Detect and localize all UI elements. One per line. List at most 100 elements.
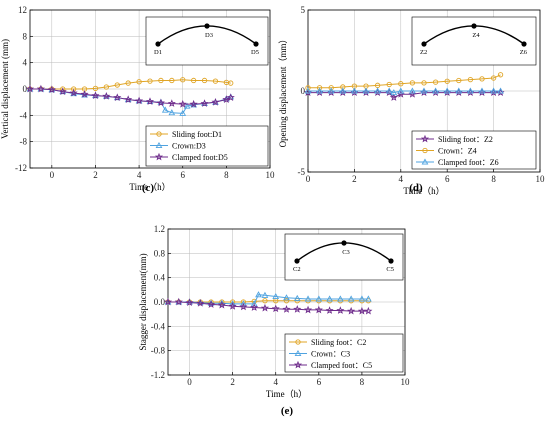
data-point: [260, 303, 269, 312]
data-point: [190, 77, 197, 84]
panel-0: 0 2 4 6 8 10 -12 -8 -4 0 4 8 12 Time（h） Vertical displ…: [0, 5, 275, 194]
data-point: [58, 87, 67, 96]
legend-label: Crown：C3: [311, 350, 350, 359]
data-point: [169, 77, 175, 84]
data-point: [168, 109, 176, 116]
data-point: [211, 97, 220, 106]
data-point: [200, 99, 209, 107]
data-point: [398, 81, 404, 87]
legend-box: [411, 130, 537, 170]
data-point: [316, 87, 323, 94]
data-point: [365, 295, 372, 302]
data-point: [189, 99, 198, 108]
data-point: [239, 302, 248, 311]
series-line: [308, 90, 501, 94]
arch-node-crown: [341, 240, 347, 246]
data-point: [304, 87, 312, 94]
data-point: [467, 77, 474, 83]
x-tick-label: 8: [360, 377, 365, 387]
data-point: [102, 92, 111, 100]
legend-marker: [154, 152, 164, 161]
series-2: [163, 297, 373, 315]
data-point: [409, 87, 416, 94]
legend-marker: [422, 147, 428, 154]
data-point: [69, 88, 78, 97]
data-point: [347, 306, 356, 315]
data-point: [327, 87, 335, 94]
data-point: [282, 305, 291, 313]
data-point: [272, 292, 280, 300]
data-point: [443, 87, 451, 94]
data-point: [336, 306, 345, 314]
data-point: [271, 304, 280, 313]
data-point: [147, 78, 153, 84]
data-point: [261, 291, 269, 298]
x-axis-label: Time（h）: [403, 186, 444, 196]
data-point: [358, 295, 366, 302]
x-tick-label: 6: [180, 170, 185, 180]
data-point: [183, 102, 191, 109]
data-point: [196, 298, 205, 307]
data-point: [228, 80, 234, 86]
arch-label-crown: Z4: [472, 32, 480, 39]
arch-node-left: [421, 41, 427, 47]
x-tick-label: 8: [224, 170, 229, 180]
data-point: [226, 93, 235, 101]
data-point: [479, 76, 485, 82]
data-point: [185, 298, 194, 307]
data-point: [179, 109, 187, 116]
arch-node-right: [253, 41, 259, 47]
data-point: [262, 298, 268, 304]
data-point: [351, 87, 358, 94]
data-point: [389, 93, 398, 101]
data-point: [207, 300, 216, 308]
data-point: [161, 106, 169, 113]
y-tick-label: 1.2: [154, 224, 165, 234]
x-tick-label: 10: [401, 377, 411, 387]
arch-node-left: [155, 41, 161, 47]
arch-label-left: Z2: [420, 49, 427, 56]
data-point: [47, 85, 56, 94]
x-axis-label: Time（h）: [129, 182, 170, 192]
data-point: [347, 295, 355, 302]
data-point: [305, 85, 311, 91]
series-line: [308, 92, 501, 99]
data-point: [421, 80, 427, 86]
arch-label-crown: D3: [205, 32, 213, 39]
data-point: [497, 87, 504, 94]
legend-marker: [420, 134, 430, 143]
data-point: [217, 300, 226, 309]
x-tick-label: 10: [536, 174, 546, 184]
legend-label: Sliding foot：C2: [311, 338, 366, 347]
legend-marker: [295, 339, 301, 345]
panel-label: (e): [281, 405, 294, 417]
y-tick-label: 4: [23, 58, 28, 68]
x-tick-label: 0: [187, 377, 192, 387]
series-0: [27, 77, 234, 92]
y-tick-label: 0: [23, 84, 28, 94]
x-axis-label: Time（h）: [266, 389, 307, 399]
data-point: [113, 93, 122, 101]
legend-marker: [421, 158, 429, 165]
data-point: [25, 84, 35, 93]
legend-label: Clamped foot:D5: [172, 153, 228, 162]
data-point: [456, 77, 462, 84]
data-point: [390, 89, 398, 96]
data-point: [490, 75, 497, 81]
data-point: [304, 295, 312, 302]
x-tick-label: 0: [306, 174, 311, 184]
legend-label: Crown:D3: [172, 142, 206, 151]
data-point: [212, 78, 219, 84]
data-point: [357, 306, 366, 315]
data-point: [328, 85, 334, 91]
data-point: [180, 77, 186, 83]
data-point: [432, 79, 439, 85]
data-point: [444, 78, 450, 84]
data-point: [397, 87, 405, 94]
data-point: [91, 91, 100, 100]
data-point: [374, 87, 381, 94]
y-tick-label: 12: [18, 5, 27, 15]
data-point: [250, 303, 259, 311]
x-tick-label: 2: [352, 174, 357, 184]
